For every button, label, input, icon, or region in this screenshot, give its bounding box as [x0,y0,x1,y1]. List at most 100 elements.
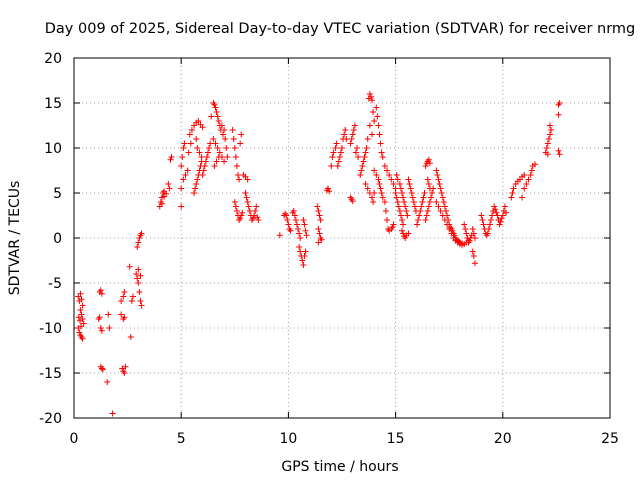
data-point [378,149,385,156]
data-point [315,208,322,214]
data-point [426,160,433,167]
data-point [317,217,324,223]
data-point [302,248,309,255]
data-point [390,181,397,187]
data-point [302,227,309,234]
data-point [194,145,201,151]
data-point [407,185,414,192]
data-point [402,235,409,241]
data-point [118,298,125,304]
data-point [202,158,209,165]
data-point [471,260,478,267]
data-point [299,257,306,264]
data-point [393,172,400,178]
data-point [134,275,141,282]
data-point [181,140,188,147]
data-point [243,194,250,201]
data-point [395,203,402,210]
data-point [222,136,229,142]
data-point [135,266,142,273]
x-tick-label: 20 [494,431,512,447]
data-point [384,217,391,223]
data-point [470,253,477,259]
data-point [436,181,443,187]
data-point [296,230,303,237]
data-point [488,217,495,223]
data-point [521,185,528,192]
data-point [390,221,397,228]
data-point [392,190,399,196]
data-point [455,238,462,245]
data-point [370,109,377,115]
data-point [359,163,366,169]
data-point [328,163,335,169]
data-point [203,154,210,160]
data-point [519,194,526,201]
data-point [210,136,217,142]
y-tick-label: 0 [53,231,62,247]
data-point [479,217,486,223]
data-point [528,167,535,174]
data-point [435,203,442,210]
data-point [427,194,434,201]
data-point [386,172,393,178]
data-point [425,156,432,163]
data-point [76,329,83,336]
data-point [168,154,175,160]
data-point [548,127,555,133]
data-point [423,212,430,219]
data-point [195,118,202,124]
data-point [165,181,172,187]
data-point [193,136,200,142]
data-point [555,147,562,154]
data-point [494,212,501,219]
data-point [351,122,358,129]
y-tick-label: -20 [39,411,62,427]
data-point [221,158,228,165]
x-tick-label: 0 [70,431,79,447]
data-point [546,122,553,129]
data-point [417,208,424,214]
data-point [78,296,85,303]
y-tick-label: 10 [44,141,62,157]
data-point [233,208,240,214]
data-point [192,185,199,192]
data-point [384,167,391,174]
data-point [300,217,307,223]
data-point [394,176,401,183]
data-point [250,215,257,222]
tick-layer: 0 5 10 15 20 25 -20 -15 -10 -5 0 5 10 15 20 [39,51,619,447]
data-point [499,212,506,219]
data-point [438,190,445,196]
data-point [364,136,371,142]
data-point [233,163,240,169]
data-point [211,101,218,108]
y-tick-label: 15 [44,96,62,112]
data-point [389,224,396,231]
data-point [394,199,401,205]
data-point [478,212,485,219]
data-point [185,149,192,156]
data-point [98,327,105,334]
data-point [429,190,436,196]
data-point [422,163,429,169]
data-point [224,154,231,160]
data-point [216,149,223,156]
data-point [292,217,299,223]
data-point [336,154,343,160]
data-point [291,212,298,219]
data-point [334,163,341,169]
data-point [251,212,258,219]
data-point [397,185,404,192]
data-point [99,366,106,373]
data-point [439,212,446,219]
data-point [471,235,478,241]
data-point [543,145,550,151]
data-point [244,176,251,183]
data-point [357,172,364,178]
data-point [509,190,516,196]
data-point [188,127,195,133]
data-point [232,203,239,210]
data-point [401,199,408,205]
data-point [381,199,388,205]
